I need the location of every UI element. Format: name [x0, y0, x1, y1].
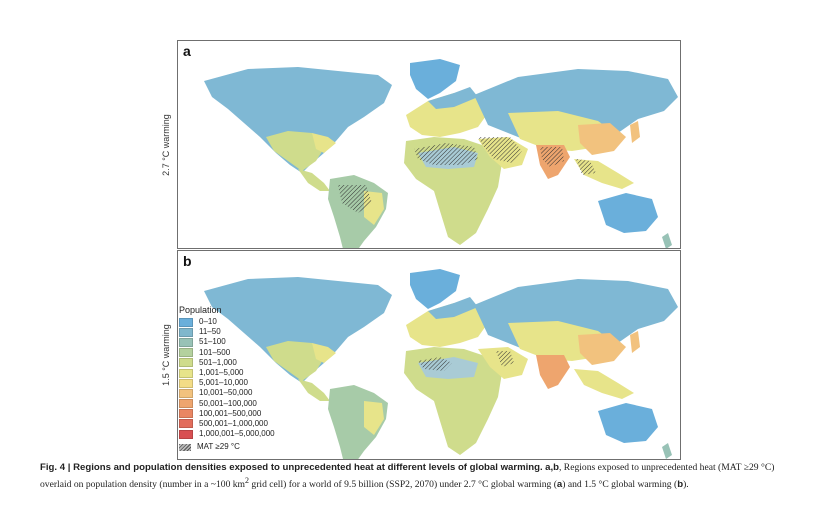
- heat-zone-arabia: [496, 351, 514, 367]
- hatch-swatch: [179, 443, 191, 451]
- caption-text-4: ).: [683, 478, 689, 490]
- legend-swatch: [179, 317, 193, 327]
- legend-item: 50,001–100,000: [179, 399, 275, 409]
- heat-zone-sahel: [414, 143, 478, 165]
- legend-swatch: [179, 429, 193, 439]
- legend-item: 500,001–1,000,000: [179, 419, 275, 429]
- legend-item: 1,000,001–5,000,000: [179, 429, 275, 439]
- legend-item: 501–1,000: [179, 358, 275, 368]
- legend-item-label: 0–10: [199, 317, 217, 327]
- legend-item-label: 10,001–50,000: [199, 388, 253, 398]
- legend-swatch: [179, 368, 193, 378]
- legend-item: 0–10: [179, 317, 275, 327]
- caption-text-2: grid cell) for a world of 9.5 billion (S…: [249, 478, 557, 490]
- legend-hatch-label: MAT ≥29 °C: [197, 442, 240, 452]
- caption-ref-a: a: [556, 478, 563, 490]
- legend-item-label: 5,001–10,000: [199, 378, 248, 388]
- figure-caption: Fig. 4 | Regions and population densitie…: [40, 462, 780, 491]
- legend-swatch: [179, 337, 193, 347]
- caption-panel-ref-a: a: [545, 462, 551, 473]
- heat-zone-amazon: [338, 185, 372, 213]
- legend-item-label: 1,000,001–5,000,000: [199, 429, 275, 439]
- legend-item: 5,001–10,000: [179, 378, 275, 388]
- legend-item: 11–50: [179, 327, 275, 337]
- legend-swatch: [179, 327, 193, 337]
- legend-item-label: 501–1,000: [199, 357, 237, 367]
- legend-item: 100,001–500,000: [179, 409, 275, 419]
- caption-text-3: ) and 1.5 °C global warming (: [562, 478, 678, 490]
- panel-letter-a: a: [183, 43, 191, 59]
- legend-item-label: 11–50: [199, 327, 221, 337]
- legend-swatch: [179, 378, 193, 388]
- world-map-b: [204, 269, 678, 459]
- legend-item: 1,001–5,000: [179, 368, 275, 378]
- panel-letter-b: b: [183, 253, 192, 269]
- legend-item-label: 51–100: [199, 337, 226, 347]
- legend-item-hatch: MAT ≥29 °C: [179, 442, 275, 452]
- caption-superscript: 2: [245, 475, 250, 485]
- legend-swatch: [179, 348, 193, 358]
- heat-zone-sahel: [418, 357, 452, 371]
- caption-figure-title: Fig. 4 | Regions and population densitie…: [40, 462, 543, 473]
- legend-swatch: [179, 358, 193, 368]
- legend-item-label: 500,001–1,000,000: [199, 418, 268, 428]
- caption-text-1: , Regions exposed to unprecedented heat …: [40, 462, 775, 490]
- legend-item: 10,001–50,000: [179, 388, 275, 398]
- legend-item: 101–500: [179, 348, 275, 358]
- caption-ref-b: b: [677, 478, 684, 490]
- map-panel-a: a: [177, 40, 681, 249]
- warming-label-a: 2.7 °C warming: [161, 114, 171, 176]
- legend-item: 51–100: [179, 337, 275, 347]
- legend-swatch: [179, 409, 193, 419]
- population-legend: Population 0–10 11–50 51–100 101–500 501–1,0…: [179, 305, 275, 452]
- legend-item-label: 101–500: [199, 347, 231, 357]
- legend-item-label: 50,001–100,000: [199, 398, 257, 408]
- legend-item-label: 100,001–500,000: [199, 408, 262, 418]
- legend-items: 0–10 11–50 51–100 101–500 501–1,000 1,001–5,0…: [179, 317, 275, 439]
- caption-panel-ref-b: b: [553, 462, 559, 473]
- legend-swatch: [179, 388, 193, 398]
- heat-zone-arabia: [478, 137, 522, 163]
- legend-swatch: [179, 399, 193, 409]
- world-map-a: [204, 59, 678, 248]
- warming-label-b: 1.5 °C warming: [161, 324, 171, 386]
- map-panel-b: b: [177, 250, 681, 460]
- heat-zone-south-asia: [540, 147, 564, 167]
- heat-zone-se-asia: [576, 159, 596, 175]
- legend-title: Population: [179, 305, 222, 315]
- caption-comma: ,: [550, 462, 554, 473]
- legend-swatch: [179, 419, 193, 429]
- legend-item-label: 1,001–5,000: [199, 368, 244, 378]
